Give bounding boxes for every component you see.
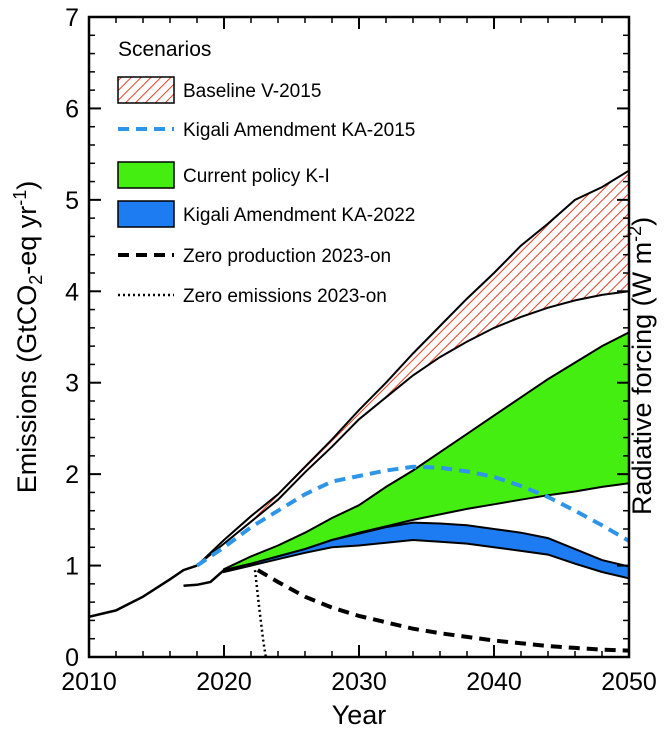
- zero-production-line: [256, 568, 629, 653]
- x-tick-label-2030: 2030: [331, 668, 387, 696]
- ka2022-band: [223, 521, 629, 580]
- legend-label-zeroprod: Zero production 2023-on: [183, 246, 391, 267]
- legend-label-zeroemis: Zero emissions 2023-on: [183, 286, 387, 307]
- legend-item-ka2015: Kigali Amendment KA-2015: [118, 120, 415, 141]
- legend-swatch-baseline: [117, 76, 175, 104]
- legend-item-zeroemis: Zero emissions 2023-on: [118, 286, 387, 307]
- legend-swatch-current: [117, 161, 175, 189]
- y-tick-label-6: 6: [65, 95, 79, 123]
- legend-label-ka2022: Kigali Amendment KA-2022: [183, 205, 415, 226]
- legend-label-current: Current policy K-I: [183, 166, 330, 187]
- y-tick-label-4: 4: [65, 278, 79, 306]
- ka2015-line: [195, 464, 629, 568]
- legend-label-baseline: Baseline V-2015: [183, 81, 321, 102]
- x-tick-label-2040: 2040: [466, 668, 522, 696]
- y-tick-label-2: 2: [65, 461, 79, 489]
- legend-label-ka2015: Kigali Amendment KA-2015: [183, 120, 415, 141]
- x-tick-label-2010: 2010: [61, 668, 117, 696]
- legend-item-zeroprod: Zero production 2023-on: [118, 246, 391, 267]
- legend-item-current: Current policy K-I: [117, 161, 330, 189]
- legend-swatch-ka2022: [117, 200, 175, 228]
- legend-item-baseline: Baseline V-2015: [117, 76, 321, 104]
- history-line-2020: [183, 569, 225, 587]
- y-tick-label-3: 3: [65, 370, 79, 398]
- plot-area: [89, 169, 629, 657]
- y-tick-label-0: 0: [65, 644, 79, 672]
- y-tick-label-7: 7: [65, 4, 79, 32]
- baseline-lower-line: [196, 290, 629, 567]
- x-tick-label-2050: 2050: [601, 668, 657, 696]
- x-axis-title: Year: [332, 700, 387, 730]
- x-tick-label-2020: 2020: [196, 668, 252, 696]
- right-axis-title-fragment: Radiative forcing (W m-2): [625, 217, 657, 515]
- zero-emissions-line: [253, 569, 268, 657]
- y-tick-label-1: 1: [65, 553, 79, 581]
- y-axis-title: Emissions (GtCO2-eq yr-1): [10, 181, 46, 494]
- axes: 2010 2020 2030 2040 2050 0 1 2 3 4 5 6 7: [61, 4, 657, 696]
- legend: Scenarios Baseline V-2015 Kigali Amendment…: [117, 38, 415, 307]
- baseline-upper-line: [196, 169, 629, 567]
- history-line: [89, 564, 198, 619]
- plot-frame: [87, 15, 631, 659]
- legend-title: Scenarios: [118, 38, 211, 61]
- legend-item-ka2022: Kigali Amendment KA-2022: [117, 200, 415, 228]
- y-tick-label-5: 5: [65, 187, 79, 215]
